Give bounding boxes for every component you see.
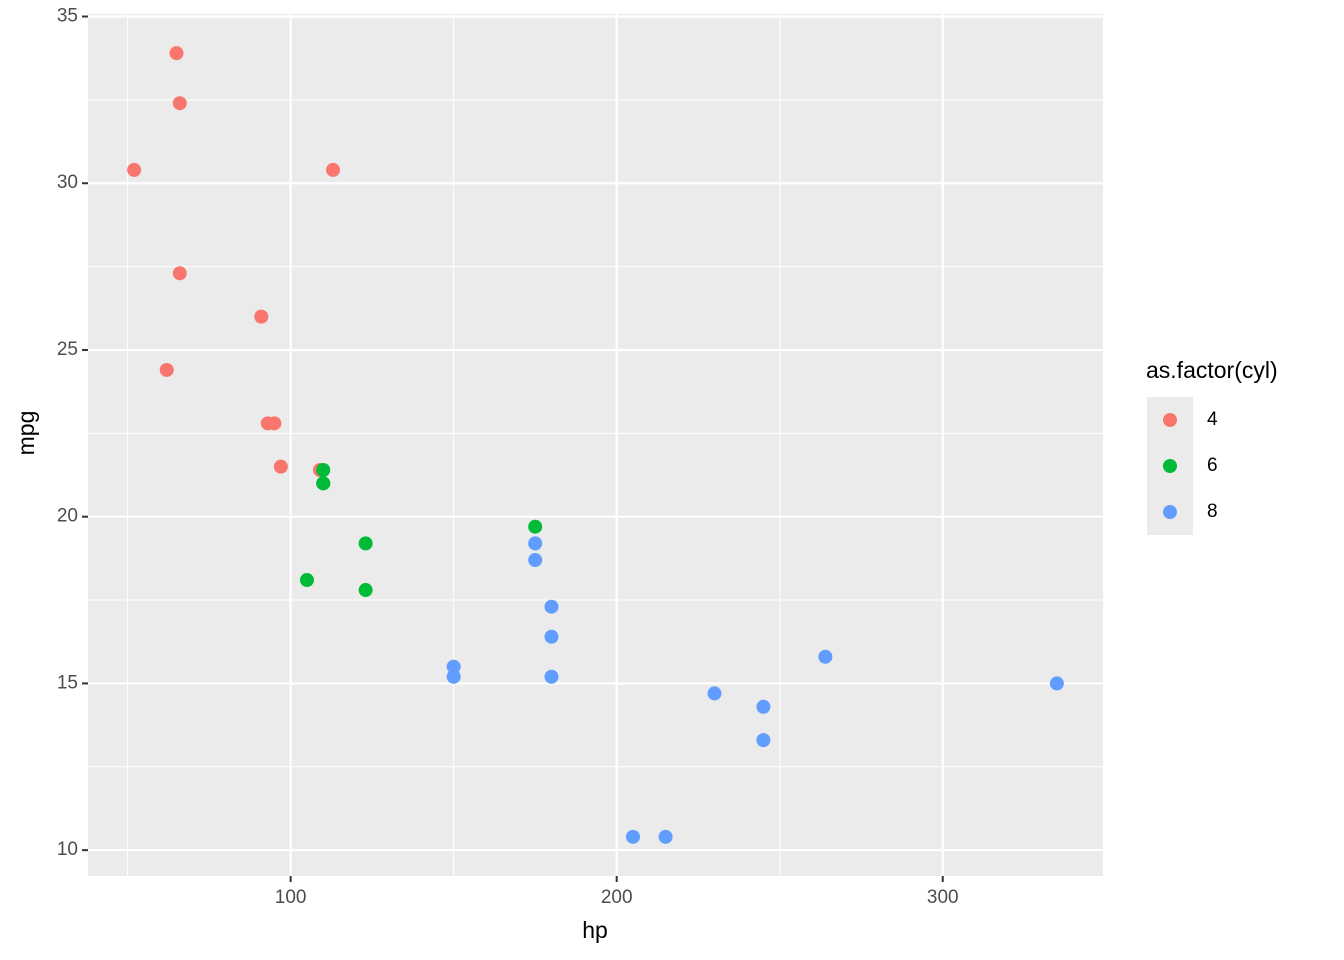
- legend-marker: [1163, 459, 1177, 473]
- legend-label: 8: [1207, 501, 1218, 522]
- point: [316, 463, 331, 478]
- point: [446, 659, 461, 674]
- point: [707, 686, 722, 701]
- point: [169, 46, 184, 61]
- point: [316, 476, 331, 491]
- point: [127, 162, 142, 177]
- y-tick-label: 15: [57, 672, 78, 693]
- y-tick-label: 25: [57, 339, 78, 360]
- legend-label: 6: [1207, 455, 1218, 476]
- point: [358, 583, 373, 598]
- y-tick-label: 10: [57, 839, 78, 860]
- y-tick-label: 35: [57, 6, 78, 27]
- x-tick-label: 100: [275, 887, 307, 908]
- point: [756, 699, 771, 714]
- y-tick-label: 20: [57, 506, 78, 527]
- point: [254, 309, 269, 324]
- point: [544, 669, 559, 684]
- point: [544, 629, 559, 644]
- point: [172, 96, 187, 111]
- point: [358, 536, 373, 551]
- point: [756, 733, 771, 748]
- point: [446, 669, 461, 684]
- point: [1049, 676, 1064, 691]
- y-axis-label: mpg: [13, 411, 39, 456]
- legend-title: as.factor(cyl): [1146, 357, 1278, 383]
- point: [528, 519, 543, 534]
- point: [273, 459, 288, 474]
- point: [658, 829, 673, 844]
- point: [326, 162, 341, 177]
- point: [544, 599, 559, 614]
- x-tick-label: 300: [927, 887, 959, 908]
- y-tick-label: 30: [57, 172, 78, 193]
- point: [528, 536, 543, 551]
- point: [528, 553, 543, 568]
- legend-marker: [1163, 413, 1177, 427]
- point: [267, 416, 282, 431]
- point: [818, 649, 833, 664]
- plot-panel: [88, 14, 1103, 876]
- x-tick-label: 200: [601, 887, 633, 908]
- x-axis-label: hp: [582, 917, 608, 943]
- point: [299, 573, 314, 588]
- legend-marker: [1163, 505, 1177, 519]
- legend-label: 4: [1207, 409, 1218, 430]
- point: [172, 266, 187, 281]
- point: [159, 362, 174, 377]
- point: [625, 829, 640, 844]
